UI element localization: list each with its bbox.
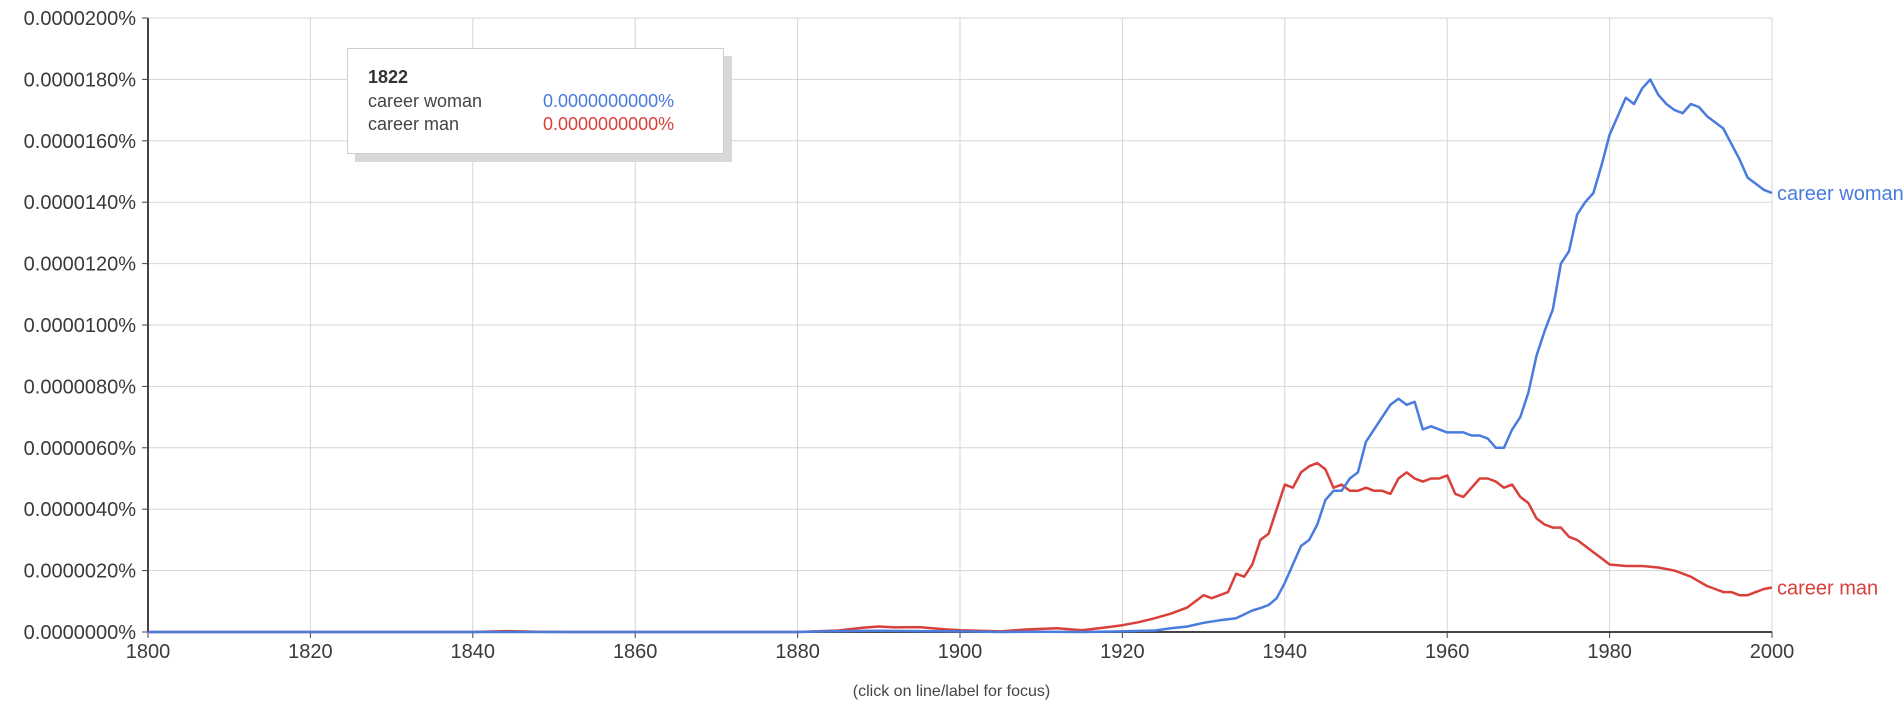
x-tick-label: 1860 [613, 641, 658, 663]
y-tick-label: 0.0000000% [24, 622, 137, 644]
y-tick-label: 0.0000060% [24, 438, 137, 460]
series-end-label-career-man[interactable]: career man [1777, 577, 1878, 599]
x-tick-label: 1980 [1587, 641, 1632, 663]
focus-hint: (click on line/label for focus) [852, 683, 1051, 700]
x-tick-label: 1840 [451, 641, 496, 663]
series-end-labels[interactable]: career woman career man [1777, 183, 1903, 599]
y-tick-label: 0.0000140% [24, 192, 137, 214]
tooltip-year: 1822 [368, 67, 409, 87]
y-tick-label: 0.0000100% [24, 315, 137, 337]
series-lines[interactable] [148, 78, 1773, 634]
y-tick-label: 0.0000200% [24, 8, 137, 30]
series-end-label-career-woman[interactable]: career woman [1777, 183, 1903, 205]
x-tick-label: 2000 [1750, 641, 1795, 663]
tooltip-series-name-career-woman: career woman [368, 91, 483, 111]
y-tick-label: 0.0000120% [24, 254, 137, 276]
series-line-career-woman[interactable] [148, 78, 1773, 634]
x-tick-label: 1880 [775, 641, 820, 663]
x-tick-label: 1960 [1425, 641, 1470, 663]
y-axis-tick-labels: 0.0000000% 0.0000020% 0.0000040% 0.0000060%… [24, 8, 137, 644]
tooltip-series-name-career-man: career man [368, 114, 460, 134]
x-tick-label: 1900 [938, 641, 983, 663]
x-tick-label: 1920 [1100, 641, 1145, 663]
hover-tooltip: 1822 career woman 0.0000000000% career m… [347, 48, 724, 154]
y-tick-label: 0.0000080% [24, 376, 137, 398]
x-axis-tick-labels: 1800 1820 1840 1860 1880 1900 1920 1940 1960 1980… [126, 641, 1795, 663]
series-line-career-man[interactable] [148, 461, 1773, 634]
y-tick-label: 0.0000180% [24, 69, 137, 91]
y-tick-label: 0.0000160% [24, 131, 137, 153]
y-tick-label: 0.0000020% [24, 561, 137, 583]
x-tick-label: 1820 [288, 641, 333, 663]
x-tick-label: 1940 [1263, 641, 1308, 663]
tooltip-value-career-man: 0.0000000000% [543, 114, 675, 134]
x-tick-label: 1800 [126, 641, 171, 663]
y-tick-label: 0.0000040% [24, 499, 137, 521]
tooltip-value-career-woman: 0.0000000000% [543, 91, 675, 111]
